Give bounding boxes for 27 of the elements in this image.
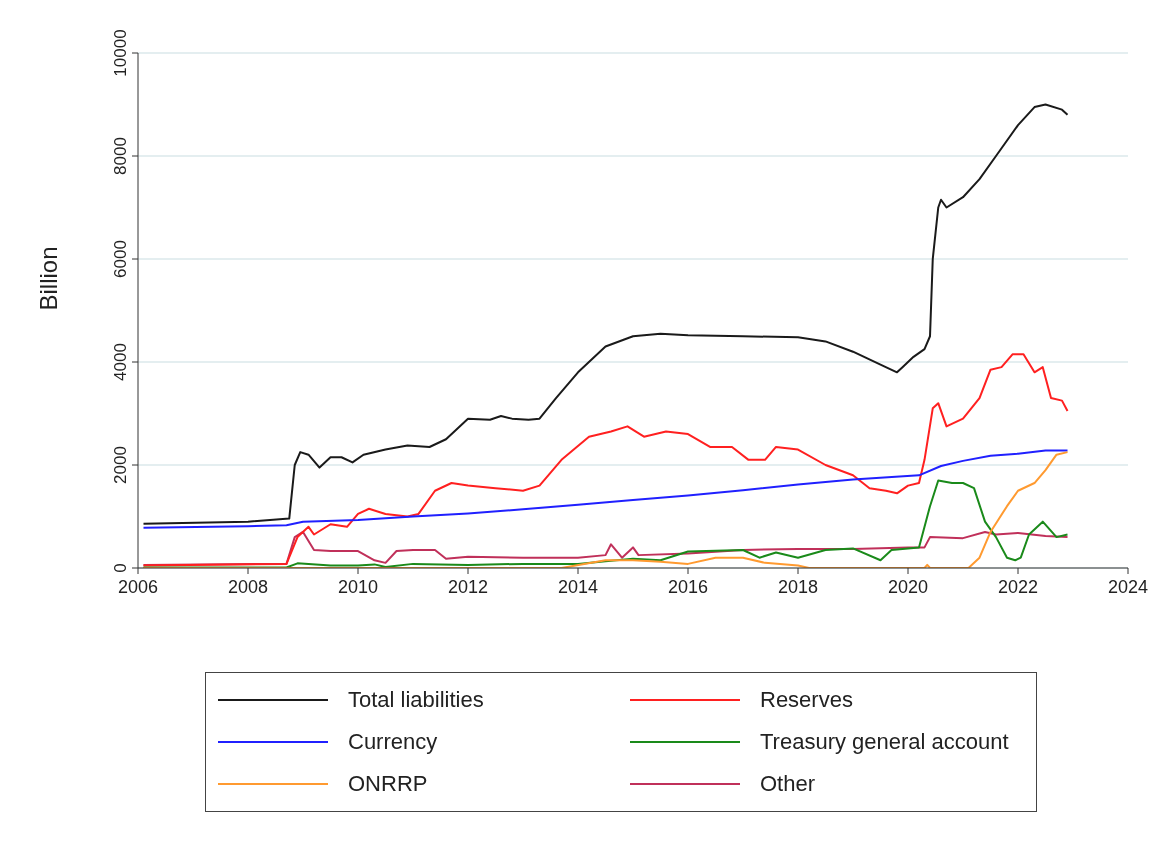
x-tick-label: 2010 (337, 576, 379, 597)
legend-label: Reserves (760, 687, 853, 713)
x-tick-label: 2014 (557, 576, 599, 597)
y-tick-label: 6000 (111, 240, 130, 278)
legend-label: Total liabilities (348, 687, 484, 713)
x-tick-label: 2008 (227, 576, 269, 597)
y-tick-label: 4000 (111, 343, 130, 381)
x-tick-label: 2024 (1107, 576, 1149, 597)
y-axis-title: Billion (34, 246, 62, 311)
line-series (142, 353, 1069, 567)
x-tick-label: 2018 (777, 576, 819, 597)
y-tick-label: 2000 (111, 446, 130, 484)
line-series (142, 449, 1069, 529)
x-tick-label: 2022 (997, 576, 1039, 597)
y-tick-label: 0 (111, 563, 130, 573)
legend-label: Currency (348, 729, 438, 755)
legend-label: ONRRP (348, 771, 428, 797)
legend-label: Other (760, 771, 816, 797)
x-tick-label: 2006 (117, 576, 159, 597)
y-tick-label: 10000 (111, 29, 130, 77)
x-tick-label: 2020 (887, 576, 929, 597)
line-series (142, 103, 1069, 525)
line-series (142, 479, 1069, 568)
x-tick-label: 2012 (447, 576, 489, 597)
y-tick-label: 8000 (111, 137, 130, 175)
legend-label: Treasury general account (760, 729, 1009, 755)
x-tick-label: 2016 (667, 576, 709, 597)
